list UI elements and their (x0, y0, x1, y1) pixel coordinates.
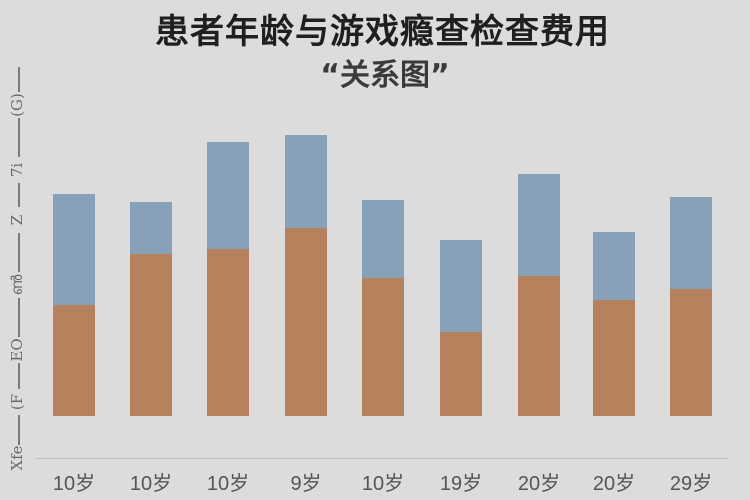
x-tick-label: 10岁 (361, 473, 405, 495)
bar-segment-bottom (207, 249, 249, 416)
bar-group (362, 200, 404, 416)
x-tick-label: 19岁 (439, 473, 483, 495)
bar-segment-top (670, 197, 712, 289)
bar-segment-top (207, 142, 249, 249)
bar-segment-bottom (285, 228, 327, 416)
bar-segment-top (593, 232, 635, 300)
x-tick-label: 20岁 (592, 473, 636, 495)
bar-segment-bottom (53, 305, 95, 416)
x-tick-label: 10岁 (206, 473, 250, 495)
bar-group (53, 194, 95, 416)
bar-segment-top (440, 240, 482, 332)
x-tick-label: 20岁 (517, 473, 561, 495)
bar-group (518, 174, 560, 416)
bar-group (207, 142, 249, 416)
x-tick-label: 10岁 (52, 473, 96, 495)
bar-segment-top (362, 200, 404, 278)
x-tick-label: 29岁 (669, 473, 713, 495)
x-tick-label: 10岁 (129, 473, 173, 495)
bar-group (440, 240, 482, 416)
bar-segment-top (285, 135, 327, 228)
bar-segment-bottom (518, 276, 560, 416)
bar-group (285, 135, 327, 416)
bar-segment-bottom (593, 300, 635, 416)
chart-subtitle: “关系图” (320, 58, 450, 93)
y-axis-line (18, 67, 20, 459)
bar-group (670, 197, 712, 416)
bar-segment-top (53, 194, 95, 305)
bar-segment-bottom (362, 278, 404, 416)
bar-group (593, 232, 635, 416)
bar-segment-bottom (670, 289, 712, 416)
bar-segment-top (130, 202, 172, 254)
x-tick-label: 9岁 (290, 473, 322, 495)
bar-group (130, 202, 172, 416)
x-axis-baseline (36, 458, 728, 459)
chart-title: 患者年龄与游戏瘾查检查费用 (155, 12, 610, 52)
bar-segment-bottom (130, 254, 172, 416)
plot-area (53, 135, 712, 416)
bar-segment-top (518, 174, 560, 276)
bar-segment-bottom (440, 332, 482, 416)
